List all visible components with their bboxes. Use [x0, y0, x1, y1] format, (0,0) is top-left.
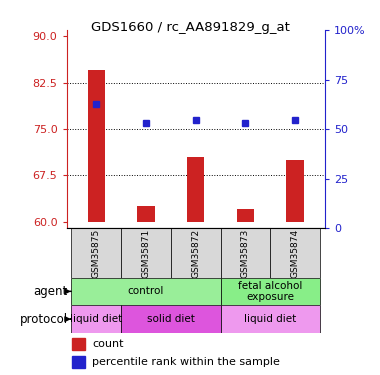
Text: protocol: protocol: [20, 313, 68, 326]
Text: fetal alcohol
exposure: fetal alcohol exposure: [238, 280, 302, 302]
Text: count: count: [92, 339, 124, 349]
Bar: [71, 305, 121, 333]
Text: liquid diet: liquid diet: [244, 314, 296, 324]
Text: GSM35871: GSM35871: [141, 229, 150, 278]
Text: GSM35874: GSM35874: [291, 229, 299, 278]
Bar: [121, 228, 171, 278]
Bar: [220, 278, 320, 305]
Bar: [72, 338, 85, 350]
Bar: [88, 70, 105, 222]
Bar: [171, 228, 220, 278]
Text: GSM35873: GSM35873: [241, 229, 250, 278]
Text: agent: agent: [34, 285, 68, 298]
Text: GSM35875: GSM35875: [92, 229, 101, 278]
Text: percentile rank within the sample: percentile rank within the sample: [92, 357, 280, 367]
Bar: [220, 228, 270, 278]
Bar: [121, 305, 220, 333]
Bar: [137, 206, 155, 222]
Bar: [187, 157, 204, 222]
Text: GDS1660 / rc_AA891829_g_at: GDS1660 / rc_AA891829_g_at: [90, 21, 290, 34]
Text: control: control: [128, 286, 164, 296]
Bar: [71, 278, 220, 305]
Text: liquid diet: liquid diet: [70, 314, 122, 324]
Bar: [237, 210, 254, 222]
Text: GSM35872: GSM35872: [191, 229, 200, 278]
Bar: [287, 160, 304, 222]
Bar: [72, 356, 85, 368]
Bar: [220, 305, 320, 333]
Bar: [270, 228, 320, 278]
Bar: [71, 228, 121, 278]
Text: solid diet: solid diet: [147, 314, 195, 324]
